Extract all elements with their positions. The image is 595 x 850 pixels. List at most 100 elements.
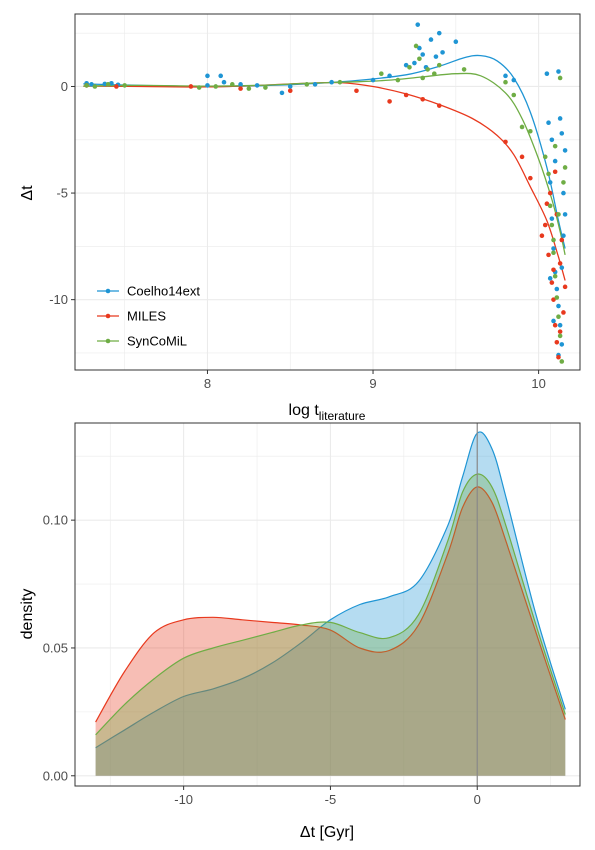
scatter-point-coelho14ext <box>549 137 555 143</box>
scatter-point-syncomil <box>92 84 98 89</box>
scatter-point-syncomil <box>542 154 548 160</box>
scatter-y-tick-label: -10 <box>49 292 68 307</box>
scatter-point-coelho14ext <box>562 148 568 153</box>
scatter-point-coelho14ext <box>415 22 421 27</box>
scatter-x-ticks: 8 9 10 <box>204 370 546 391</box>
density-line-syncomil <box>95 473 566 736</box>
scatter-point-coelho14ext <box>547 180 553 185</box>
scatter-point-syncomil <box>551 237 556 243</box>
scatter-point-miles <box>519 154 525 160</box>
scatter-point-coelho14ext <box>556 69 561 74</box>
density-x-axis-title: Δt [Gyr] <box>300 824 354 841</box>
scatter-point-coelho14ext <box>221 79 227 85</box>
scatter-panel-border <box>74 13 581 371</box>
scatter-point-coelho14ext <box>552 158 558 164</box>
scatter-point-coelho14ext <box>561 233 566 239</box>
scatter-point-syncomil <box>420 75 426 81</box>
scatter-chart: 8 9 10 0 -5 -10 Coelho14ext MILES SynCoMiL log… <box>19 13 581 423</box>
legend-label-syncomil: SynCoMiL <box>127 334 187 349</box>
scatter-point-miles <box>114 84 119 89</box>
scatter-point-miles <box>561 310 566 315</box>
scatter-point-coelho14ext <box>551 318 556 324</box>
scatter-smooth-lines <box>83 54 566 281</box>
scatter-point-syncomil <box>503 79 508 85</box>
scatter-point-syncomil <box>549 222 555 228</box>
scatter-point-coelho14ext <box>329 79 334 85</box>
scatter-point-coelho14ext <box>562 212 568 217</box>
scatter-point-miles <box>556 354 561 360</box>
scatter-point-syncomil <box>556 314 561 320</box>
scatter-legend: Coelho14ext MILES SynCoMiL <box>97 284 200 349</box>
scatter-point-syncomil <box>557 75 563 81</box>
scatter-point-syncomil <box>196 85 202 90</box>
scatter-point-coelho14ext <box>417 45 422 51</box>
scatter-point-syncomil <box>528 128 533 134</box>
scatter-point-syncomil <box>557 333 563 339</box>
scatter-point-coelho14ext <box>547 276 553 281</box>
scatter-point-coelho14ext <box>557 116 563 121</box>
scatter-point-syncomil <box>554 295 560 300</box>
scatter-point-syncomil <box>417 56 422 62</box>
scatter-point-coelho14ext <box>556 303 561 309</box>
scatter-point-miles <box>551 297 556 302</box>
scatter-point-miles <box>554 339 560 345</box>
scatter-point-coelho14ext <box>205 73 210 79</box>
scatter-point-coelho14ext <box>238 82 243 87</box>
scatter-point-miles <box>559 237 565 243</box>
scatter-point-syncomil <box>519 124 525 130</box>
scatter-point-miles <box>188 84 194 89</box>
scatter-point-syncomil <box>546 171 551 177</box>
scatter-point-syncomil <box>395 77 401 83</box>
scatter-point-syncomil <box>407 64 412 70</box>
scatter-point-coelho14ext <box>254 83 260 88</box>
scatter-y-tick-label: -5 <box>56 186 68 201</box>
scatter-point-syncomil <box>105 82 111 87</box>
scatter-point-miles <box>551 267 556 273</box>
scatter-point-miles <box>562 284 568 290</box>
scatter-point-miles <box>539 233 545 239</box>
scatter-point-miles <box>436 103 442 108</box>
scatter-point-miles <box>546 252 551 258</box>
density-y-tick-label: 0.05 <box>43 640 68 655</box>
scatter-point-coelho14ext <box>433 54 439 59</box>
scatter-point-miles <box>287 88 293 94</box>
scatter-point-syncomil <box>263 85 268 90</box>
scatter-x-tick-label: 9 <box>369 376 376 391</box>
legend-key-point-miles <box>105 313 111 319</box>
scatter-point-syncomil <box>436 62 442 68</box>
density-y-tick-label: 0.10 <box>43 513 68 528</box>
scatter-point-coelho14ext <box>554 286 560 292</box>
scatter-x-tick-label: 10 <box>531 376 545 391</box>
scatter-point-syncomil <box>511 92 517 98</box>
density-area-syncomil <box>95 474 566 776</box>
scatter-point-miles <box>542 222 548 228</box>
scatter-point-syncomil <box>84 83 89 88</box>
scatter-point-miles <box>238 86 243 91</box>
scatter-points <box>84 22 568 364</box>
scatter-point-syncomil <box>431 71 437 76</box>
scatter-point-coelho14ext <box>559 265 565 270</box>
scatter-point-coelho14ext <box>557 322 563 328</box>
scatter-point-coelho14ext <box>412 60 417 66</box>
scatter-point-coelho14ext <box>205 83 210 88</box>
density-y-tick-label: 0.00 <box>43 768 68 783</box>
scatter-point-coelho14ext <box>218 73 224 79</box>
scatter-point-coelho14ext <box>420 52 426 57</box>
scatter-point-syncomil <box>122 83 127 88</box>
scatter-point-coelho14ext <box>403 62 409 68</box>
density-y-axis-title: density <box>19 589 36 640</box>
scatter-point-miles <box>403 92 409 98</box>
scatter-x-axis-title-subscript: literature <box>319 409 366 423</box>
scatter-point-coelho14ext <box>440 50 445 55</box>
scatter-point-miles <box>547 190 553 196</box>
scatter-point-syncomil <box>547 203 553 209</box>
density-area-coelho14ext <box>95 431 566 776</box>
scatter-point-miles <box>557 261 563 266</box>
legend-label-miles: MILES <box>127 309 166 324</box>
scatter-point-syncomil <box>561 180 566 185</box>
density-area-miles <box>95 486 566 776</box>
scatter-point-syncomil <box>246 86 252 91</box>
scatter-y-axis-title: Δt <box>19 185 36 201</box>
